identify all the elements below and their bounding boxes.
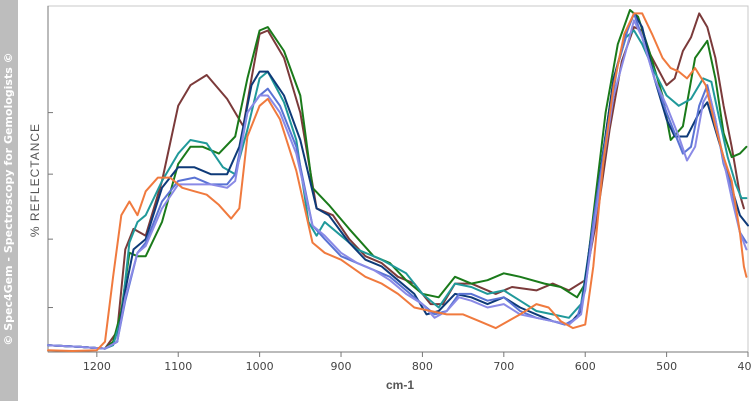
plot-frame [47,5,749,353]
series-line-6 [47,19,748,350]
x-tick-label: 1000 [246,360,274,373]
series-line-1 [47,12,745,350]
series-line-4 [47,12,749,350]
x-tick-label: 900 [331,360,352,373]
x-tick-label: 600 [575,360,596,373]
x-axis-label: cm-1 [385,378,414,392]
watermark-band [0,0,18,401]
series-line-5 [47,12,748,350]
x-tick-label: 1100 [164,360,192,373]
x-tick-label: 700 [493,360,514,373]
x-tick-label: 1200 [83,360,111,373]
x-tick-label: 500 [656,360,677,373]
x-tick-label: 800 [412,360,433,373]
x-tick-label: 400 [738,360,751,373]
series-line-7 [47,12,748,352]
series-line-2 [47,9,748,350]
series-line-3 [47,29,748,350]
